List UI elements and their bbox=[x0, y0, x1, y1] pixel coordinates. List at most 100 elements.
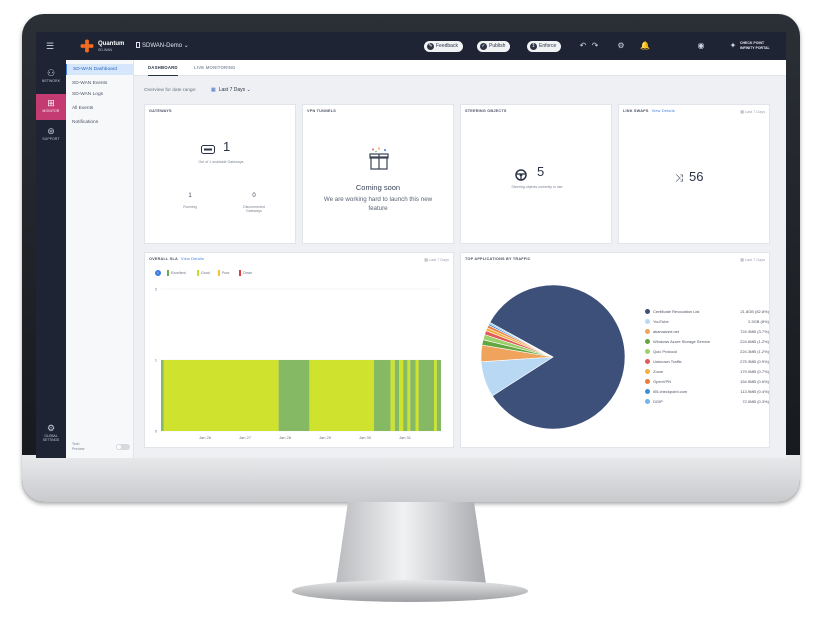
legend-app-value: 179.0MB (0.7%) bbox=[740, 369, 769, 374]
legend-dot bbox=[645, 339, 650, 344]
link-swaps-count: 56 bbox=[689, 169, 704, 184]
enforce-icon: ↥ bbox=[530, 43, 537, 50]
redo-icon[interactable]: ↷ bbox=[591, 41, 599, 50]
date-range-label: Overview for date range: bbox=[144, 88, 197, 93]
legend-dot bbox=[645, 349, 650, 354]
network-icon: ⚇ bbox=[46, 68, 56, 78]
date-range-dropdown[interactable]: ▦ Last 7 Days ⌄ bbox=[211, 87, 251, 93]
tab-dashboard[interactable]: DASHBOARD bbox=[148, 60, 178, 76]
top-apps-pie-chart bbox=[480, 284, 626, 430]
tab-bar: DASHBOARD LIVE MONITORING bbox=[134, 60, 786, 76]
legend-app-name: YouTube bbox=[653, 319, 669, 324]
sla-bar-good[interactable] bbox=[434, 360, 437, 431]
top-bar: ☰ Quantum SD-WAN SDWAN-Demo ⌄ ✎ Feedback … bbox=[36, 32, 786, 60]
global-settings-icon: ⚙ bbox=[46, 423, 56, 433]
legend-app-name: Certificate Revocation List bbox=[653, 309, 700, 314]
legend-row[interactable]: OpenVPN 154.5MB (0.6%) bbox=[645, 377, 769, 387]
legend-app-value: 154.5MB (0.6%) bbox=[740, 379, 769, 384]
sla-bar-good[interactable] bbox=[415, 360, 419, 431]
legend-row[interactable]: i05.checkpoint.com 113.9MB (0.4%) bbox=[645, 387, 769, 397]
legend-row[interactable]: DGIP 72.0MB (0.3%) bbox=[645, 397, 769, 407]
menu-icon[interactable]: ☰ bbox=[46, 41, 55, 51]
overall-sla-view-details[interactable]: View Details bbox=[180, 257, 205, 261]
legend-app-name: akamaized.net bbox=[653, 329, 680, 334]
legend-app-name: Quic Protocol bbox=[653, 349, 678, 354]
sla-bar-excellent[interactable] bbox=[161, 360, 164, 431]
checkpoint-logo-icon: ✦ bbox=[729, 41, 737, 50]
steering-title: STEERING OBJECTS bbox=[465, 109, 507, 113]
vpn-tunnels-card: VPN TUNNELS Coming soon We are working h… bbox=[302, 104, 454, 244]
quantum-logo-icon bbox=[80, 39, 94, 53]
infinity-portal-link[interactable]: CHECK POINT INFINITY PORTAL bbox=[740, 41, 770, 50]
info-icon[interactable]: i bbox=[155, 270, 161, 276]
legend-row[interactable]: Zoom 179.0MB (0.7%) bbox=[645, 367, 769, 377]
legend-down: Down bbox=[243, 271, 253, 275]
legend-row[interactable]: YouTube 2.3GB (8%) bbox=[645, 317, 769, 327]
steering-objects-card: STEERING OBJECTS 5 Steering objects curr… bbox=[460, 104, 612, 244]
sla-x-tick: Jan 28 bbox=[279, 435, 292, 440]
monitor-chin bbox=[22, 455, 800, 502]
sla-bar-good[interactable] bbox=[399, 360, 404, 431]
legend-poor: Poor bbox=[222, 271, 230, 275]
sla-bar-excellent[interactable] bbox=[394, 360, 399, 431]
brand-name: Quantum bbox=[98, 41, 125, 47]
subnav-sdwan-dashboard[interactable]: SD-WAN Dashboard bbox=[66, 64, 133, 75]
legend-app-value: 224.6MB (1.2%) bbox=[740, 339, 769, 344]
steering-subtitle: Steering objects currently in use bbox=[511, 185, 563, 189]
subnav-sdwan-logs[interactable]: SD-WAN Logs bbox=[72, 92, 104, 97]
sla-x-tick: Jan 29 bbox=[319, 435, 332, 440]
legend-dot bbox=[645, 319, 650, 324]
legend-app-name: Unknown Traffic bbox=[653, 359, 682, 364]
notifications-bell-icon[interactable]: 🔔 bbox=[640, 41, 650, 50]
user-avatar-icon[interactable]: ◉ bbox=[697, 41, 705, 50]
tech-preview-toggle[interactable] bbox=[116, 444, 130, 450]
link-swaps-view-details[interactable]: View Details bbox=[651, 109, 675, 113]
pie-slice-certificate-revocation-list[interactable] bbox=[489, 284, 626, 430]
workspace-selector[interactable]: SDWAN-Demo ⌄ bbox=[142, 43, 189, 49]
legend-app-value: 2.3GB (8%) bbox=[748, 319, 769, 324]
legend-row[interactable]: Certificate Revocation List 21.8GB (82.8%… bbox=[645, 307, 769, 317]
settings-gear-icon[interactable]: ⚙ bbox=[617, 41, 625, 50]
legend-dot bbox=[645, 379, 650, 384]
tech-preview-label: Tech Preview bbox=[72, 442, 85, 451]
running-label: Running bbox=[183, 205, 197, 209]
coming-soon-line2: feature bbox=[368, 205, 388, 212]
sla-bar-excellent[interactable] bbox=[436, 360, 441, 431]
legend-row[interactable]: Quic Protocol 224.3MB (1.2%) bbox=[645, 347, 769, 357]
sla-bar-excellent[interactable] bbox=[410, 360, 416, 431]
sla-bar-excellent[interactable] bbox=[418, 360, 434, 431]
legend-row[interactable]: akamaized.net 724.3MB (3.7%) bbox=[645, 327, 769, 337]
sla-bar-good[interactable] bbox=[407, 360, 411, 431]
sla-bar-excellent[interactable] bbox=[373, 360, 391, 431]
legend-row[interactable]: Unknown Traffic 275.3MB (0.9%) bbox=[645, 357, 769, 367]
sla-bar-good[interactable] bbox=[163, 360, 279, 431]
publish-button[interactable]: ✓ Publish bbox=[477, 41, 511, 52]
subnav-sdwan-events[interactable]: SD-WAN Events bbox=[72, 81, 108, 86]
top-apps-range: ▦ Last 7 Days bbox=[740, 258, 765, 262]
sla-bar-excellent[interactable] bbox=[278, 360, 310, 431]
legend-row[interactable]: Windows Azure Storage Service 224.6MB (1.… bbox=[645, 337, 769, 347]
enforce-button[interactable]: ↥ Enforce bbox=[527, 41, 562, 52]
subnav-all-events[interactable]: All Events bbox=[72, 106, 94, 111]
undo-icon[interactable]: ↶ bbox=[579, 41, 587, 50]
sla-bar-good[interactable] bbox=[390, 360, 395, 431]
legend-dot bbox=[645, 399, 650, 404]
sla-bar-good[interactable] bbox=[309, 360, 374, 431]
legend-app-name: i05.checkpoint.com bbox=[653, 389, 688, 394]
legend-app-name: DGIP bbox=[653, 399, 663, 404]
rail-global-settings[interactable]: ⚙ GLOBAL SETTINGS bbox=[36, 422, 66, 442]
legend-dot bbox=[645, 329, 650, 334]
coming-soon-line1: We are working hard to launch this new bbox=[323, 196, 433, 203]
sla-x-tick: Jan 26 bbox=[199, 435, 212, 440]
rail-monitor[interactable]: ⊞ MONITOR bbox=[36, 94, 66, 120]
rail-network[interactable]: ⚇ NETWORK bbox=[36, 64, 66, 90]
legend-down-swatch bbox=[239, 270, 241, 276]
rail-support[interactable]: ⊛ SUPPORT bbox=[36, 122, 66, 148]
subnav-notifications[interactable]: Notifications bbox=[72, 120, 99, 125]
feedback-button[interactable]: ✎ Feedback bbox=[424, 41, 463, 52]
legend-good: Good bbox=[201, 271, 210, 275]
pie-slice-dgip[interactable] bbox=[488, 322, 554, 358]
disconnected-label: Disconnected Gateways bbox=[243, 205, 265, 213]
sla-bar-excellent[interactable] bbox=[403, 360, 408, 431]
tab-live-monitoring[interactable]: LIVE MONITORING bbox=[194, 65, 236, 70]
